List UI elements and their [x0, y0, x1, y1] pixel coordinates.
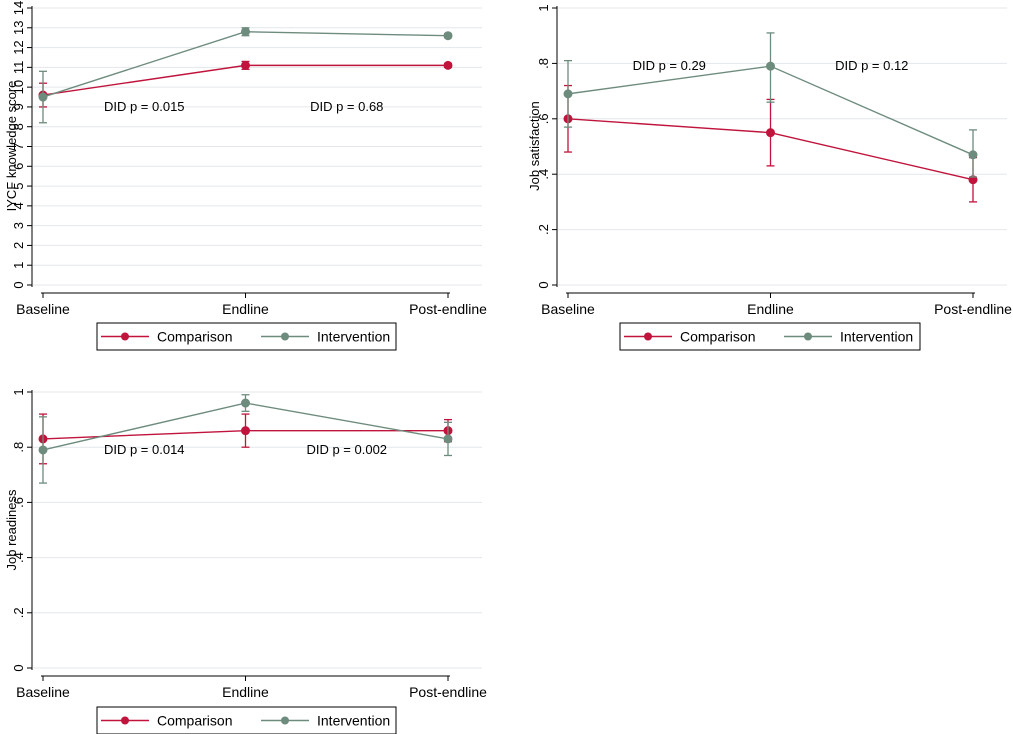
y-tick-label: 7 [11, 143, 26, 150]
y-tick-label: 6 [11, 163, 26, 170]
y-tick-label: .8 [11, 442, 26, 453]
y-tick-label: 2 [11, 242, 26, 249]
did-annotation: DID p = 0.014 [104, 442, 185, 457]
data-point [443, 31, 453, 41]
y-tick-label: 9 [11, 103, 26, 110]
chart-readiness: 0 .2 .4 .6 .8 1 Job readiness Baseline Endline Po… [4, 388, 487, 734]
data-point [766, 128, 775, 138]
chart-satisfaction: 0 .2 .4 .6 .8 1 Job satisfaction Baseline Endlin… [527, 4, 1012, 351]
y-tick-label: 1 [11, 262, 26, 269]
y-tick-label: 11 [11, 61, 26, 75]
series-intervention [38, 27, 453, 124]
legend-box [96, 322, 397, 351]
x-tick-label: Post-endline [409, 684, 487, 700]
y-axis-label: Job readiness [4, 489, 19, 570]
x-tick-label: Baseline [16, 684, 70, 700]
did-annotation: DID p = 0.12 [835, 58, 908, 73]
data-point [443, 60, 453, 70]
data-point [38, 92, 48, 102]
y-tick-label: 0 [11, 281, 26, 288]
series-comparison [38, 413, 453, 465]
y-tick-label: 5 [11, 182, 26, 189]
x-tick-label: Endline [747, 301, 794, 317]
did-annotation: DID p = 0.015 [104, 99, 185, 114]
y-tick-label: .8 [536, 58, 551, 69]
legend-label: Intervention [317, 713, 390, 729]
y-tick-label: .2 [11, 607, 26, 618]
y-axis-label: IYCF knowledge score [4, 81, 19, 212]
legend-swatch-marker [281, 332, 289, 341]
data-point [38, 445, 48, 455]
legend-label: Comparison [680, 329, 755, 345]
legend-swatch-marker [804, 332, 812, 341]
did-annotation: DID p = 0.29 [633, 58, 706, 73]
y-tick-label: 1 [11, 388, 26, 395]
data-point [563, 89, 573, 99]
legend-swatch-marker [121, 332, 129, 341]
series-comparison [563, 84, 978, 203]
y-tick-label: .2 [536, 224, 551, 235]
data-point [968, 150, 978, 160]
legend: Comparison Intervention [96, 322, 397, 351]
legend-swatch-marker [121, 716, 129, 725]
series-comparison [38, 60, 453, 108]
y-tick-label: 13 [11, 21, 26, 35]
did-annotation: DID p = 0.002 [306, 442, 387, 457]
x-tick-label: Endline [222, 301, 269, 317]
series-intervention [38, 394, 453, 484]
series-intervention [563, 32, 978, 178]
legend-swatch-marker [281, 716, 289, 725]
y-tick-label: 10 [11, 80, 26, 94]
legend-label: Comparison [157, 713, 232, 729]
legend: Comparison Intervention [619, 322, 921, 351]
legend-label: Intervention [840, 329, 913, 345]
data-point [241, 27, 250, 37]
y-tick-label: .6 [11, 497, 26, 508]
data-point [443, 434, 453, 444]
x-tick-label: Baseline [541, 301, 595, 317]
legend: Comparison Intervention [96, 706, 397, 734]
did-annotation: DID p = 0.68 [310, 99, 383, 114]
y-tick-label: 14 [11, 1, 26, 15]
legend-label: Comparison [157, 329, 232, 345]
x-tick-label: Post-endline [934, 301, 1012, 317]
x-tick-label: Baseline [16, 301, 70, 317]
legend-swatch-marker [644, 332, 652, 341]
y-tick-label: 0 [11, 664, 26, 671]
y-axis-label: Job satisfaction [527, 101, 542, 191]
y-tick-label: .4 [536, 169, 551, 180]
y-tick-label: 0 [536, 281, 551, 288]
x-tick-label: Endline [222, 684, 269, 700]
data-point [766, 61, 775, 71]
y-tick-label: 4 [11, 202, 26, 209]
y-tick-label: 8 [11, 123, 26, 130]
x-tick-label: Post-endline [409, 301, 487, 317]
legend-label: Intervention [317, 329, 390, 345]
data-point [241, 398, 250, 408]
data-point [241, 60, 250, 70]
y-tick-label: .4 [11, 552, 26, 563]
y-tick-label: 12 [11, 40, 26, 54]
y-tick-label: 1 [536, 4, 551, 11]
y-tick-label: .6 [536, 113, 551, 124]
data-point [241, 426, 250, 436]
y-tick-label: 3 [11, 222, 26, 229]
